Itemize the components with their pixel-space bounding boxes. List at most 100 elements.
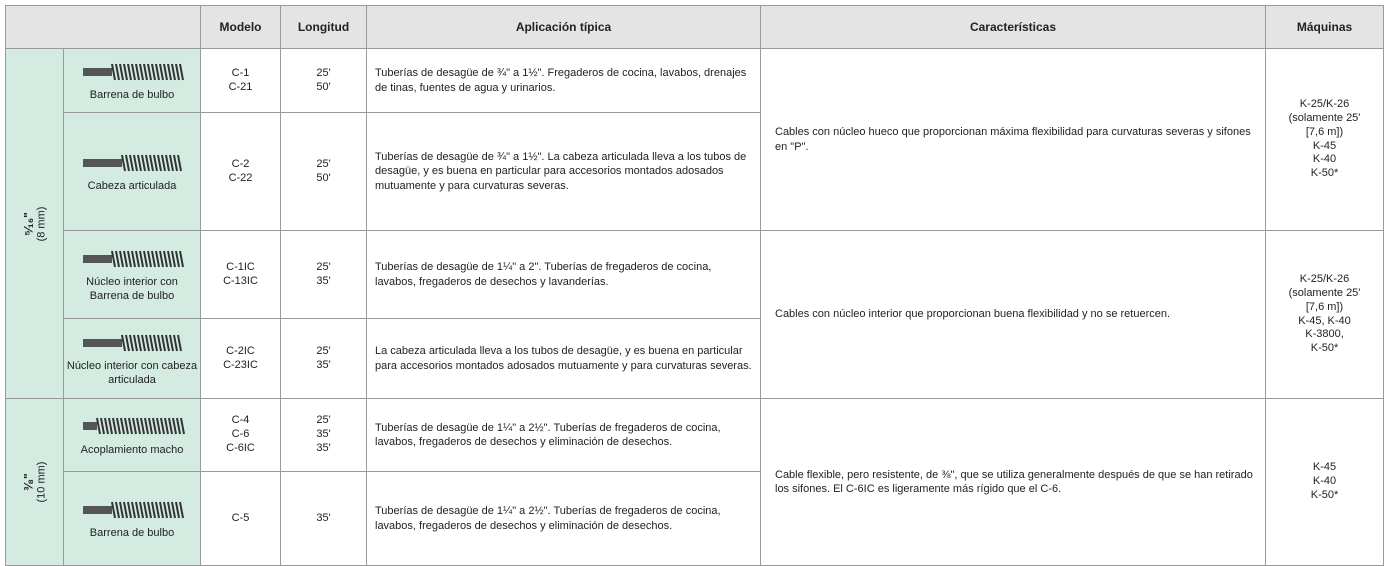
machines-cell: K-45 K-40 K-50* (1265, 398, 1384, 566)
row: Núcleo interior con Barrena de bulbo C-1I… (6, 230, 1384, 399)
line: C-23IC (223, 358, 258, 371)
row: ³⁄₈" (10 mm) Acoplamiento macho C-4 C-6 C-6IC… (5, 398, 1384, 566)
line: K-40 (1312, 475, 1337, 488)
application-cell: Tuberías de desagüe de ¾" a 1½". La cabe… (366, 112, 761, 231)
line: C-1IC (226, 260, 255, 273)
line: K-40 (1312, 153, 1337, 166)
row: Núcleo interior con cabeza articulada C-2… (6, 318, 1384, 399)
line: 25' (316, 260, 331, 273)
image-label: Núcleo interior con Barrena de bulbo (86, 276, 178, 302)
line: K-45, K-40 (1298, 314, 1351, 327)
line: K-50* (1310, 167, 1339, 179)
image-cell: Barrena de bulbo (63, 471, 201, 566)
size-mm: (8 mm) (35, 206, 48, 241)
line: 25' (316, 66, 331, 79)
models-cell: C-2IC C-23IC (200, 318, 281, 399)
application-cell: Tuberías de desagüe de ¾" a 1½". Fregade… (366, 48, 761, 113)
cable-icon (83, 501, 184, 518)
line: K-3800, (1305, 328, 1344, 341)
line: C-5 (231, 511, 250, 524)
size-label: ³⁄₈" (10 mm) (22, 454, 48, 511)
models-cell: C-1 C-21 (200, 48, 281, 113)
application-cell: Tuberías de desagüe de 1¼" a 2". Tubería… (366, 230, 761, 319)
line: C-22 (228, 171, 253, 184)
application-cell: Tuberías de desagüe de 1¼" a 2½". Tuberí… (366, 471, 761, 566)
table-body: ⁵⁄₁₆" (8 mm) Barrena de bulbo C-1 C-21 25' 50'… (5, 48, 1384, 566)
line: 35' (316, 428, 331, 441)
models-cell: C-5 (200, 471, 281, 566)
lengths-cell: 35' (280, 471, 367, 566)
line: C-4 (231, 414, 250, 427)
line: C-6IC (226, 441, 255, 454)
cable-icon (83, 335, 182, 352)
models-cell: C-1IC C-13IC (200, 230, 281, 319)
line: 35' (316, 274, 331, 287)
machines-cell: K-25/K-26 (solamente 25' [7,6 m]) K-45, K-4… (1265, 230, 1384, 399)
size-cell: ⁵⁄₁₆" (8 mm) (5, 48, 64, 399)
size-cell: ³⁄₈" (10 mm) (5, 398, 64, 566)
size-label: ⁵⁄₁₆" (8 mm) (22, 195, 48, 252)
image-cell: Cabeza articulada (63, 112, 201, 231)
row: ⁵⁄₁₆" (8 mm) Barrena de bulbo C-1 C-21 25' 50'… (5, 48, 1384, 399)
line: (solamente 25' (1288, 112, 1361, 124)
features-cell: Cable flexible, pero resistente, de ⅜", … (760, 398, 1266, 566)
line: K-50* (1310, 488, 1339, 501)
cable-icon (83, 418, 185, 435)
line: 35' (316, 358, 331, 371)
line: [7,6 m]) (1305, 300, 1344, 313)
application-cell: La cabeza articulada lleva a los tubos d… (366, 318, 761, 399)
header-cell: Características (760, 5, 1266, 49)
line: 25' (316, 414, 331, 427)
line: C-1 (231, 66, 250, 79)
line: C-21 (228, 80, 253, 93)
line: [7,6 m]) (1305, 125, 1344, 138)
lengths-cell: 25' 35' (280, 230, 367, 319)
line: C-2IC (226, 344, 255, 357)
lengths-cell: 25' 35' 35' (280, 398, 367, 472)
line: (solamente 25' (1288, 287, 1361, 299)
header-blank (5, 5, 201, 49)
models-cell: C-2 C-22 (200, 112, 281, 231)
line: C-6 (231, 428, 250, 441)
line: 35' (316, 441, 331, 454)
row: Cabeza articulada C-2 C-22 25' 50' Tuberías d… (6, 112, 1384, 231)
lengths-cell: 25' 35' (280, 318, 367, 399)
cable-icon (83, 154, 182, 171)
header-cell: Modelo (200, 5, 281, 49)
line: K-50* (1310, 342, 1339, 354)
line: K-25/K-26 (1299, 273, 1350, 286)
line: K-45 (1312, 139, 1337, 152)
lengths-cell: 25' 50' (280, 48, 367, 113)
line: 50' (316, 171, 331, 184)
cable-icon (83, 63, 184, 80)
cable-table: Modelo Longitud Aplicación típica Caract… (5, 5, 1384, 566)
line: K-45 (1312, 461, 1337, 474)
line: C-2 (231, 157, 250, 170)
image-cell: Núcleo interior con Barrena de bulbo (63, 230, 201, 319)
image-cell: Núcleo interior con cabeza articulada (63, 318, 201, 399)
image-label: Cabeza articulada (87, 180, 177, 192)
cable-icon (83, 251, 184, 268)
lengths-cell: 25' 50' (280, 112, 367, 231)
header-cell: Longitud (280, 5, 367, 49)
size-mm: (10 mm) (35, 461, 48, 503)
header-row: Modelo Longitud Aplicación típica Caract… (5, 5, 1384, 49)
image-label: Barrena de bulbo (89, 89, 175, 101)
line: 50' (316, 80, 331, 93)
image-cell: Acoplamiento macho (63, 398, 201, 472)
models-cell: C-4 C-6 C-6IC (200, 398, 281, 472)
row: Barrena de bulbo C-5 35' Tuberías de desagü… (6, 471, 1384, 566)
machines-cell: K-25/K-26 (solamente 25' [7,6 m]) K-45 K-40 K… (1265, 48, 1384, 231)
features-cell: Cables con núcleo hueco que proporcionan… (760, 48, 1266, 231)
size-inch: ⁵⁄₁₆" (21, 211, 36, 236)
header-cell: Máquinas (1265, 5, 1384, 49)
image-label: Barrena de bulbo (89, 527, 175, 539)
image-label: Acoplamiento macho (80, 443, 184, 456)
line: 25' (316, 157, 331, 170)
header-cell: Aplicación típica (366, 5, 761, 49)
application-cell: Tuberías de desagüe de 1¼" a 2½". Tuberí… (366, 398, 761, 472)
image-cell: Barrena de bulbo (63, 48, 201, 113)
image-label: Núcleo interior con cabeza articulada (66, 360, 198, 386)
line: 35' (316, 511, 331, 524)
